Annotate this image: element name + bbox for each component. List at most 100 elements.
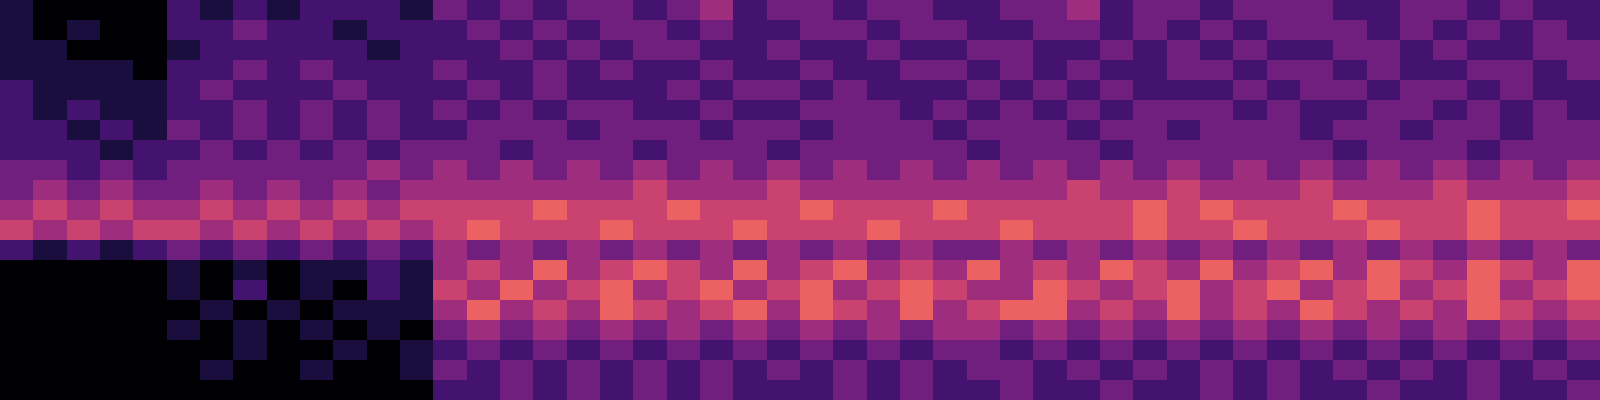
cell [33,380,67,400]
cell [333,280,367,301]
cell [867,100,901,121]
cell [1433,320,1467,341]
cell [1467,200,1501,221]
cell [967,220,1001,241]
cell [1367,0,1401,21]
cell [1267,20,1301,41]
cell [0,20,34,41]
cell [567,20,601,41]
cell [267,140,301,161]
cell [467,40,501,61]
cell [100,0,134,21]
cell [1200,180,1234,201]
cell [533,340,567,361]
cell [1100,120,1134,141]
cell [800,40,834,61]
cell [800,360,834,381]
cell [1367,40,1401,61]
cell [867,160,901,181]
cell [1067,360,1101,381]
cell [533,260,567,281]
cell [900,300,934,321]
cell [233,360,267,381]
cell [1200,40,1234,61]
cell [567,240,601,261]
cell [233,320,267,341]
cell [733,300,767,321]
cell [300,20,334,41]
cell [967,160,1001,181]
cell [133,60,167,81]
cell [267,340,301,361]
cell [1333,0,1367,21]
cell [1467,80,1501,101]
cell [667,80,701,101]
cell [0,160,34,181]
cell [1567,160,1600,181]
cell [267,60,301,81]
cell [1300,340,1334,361]
cell [200,320,234,341]
cell [1233,140,1267,161]
cell [767,100,801,121]
cell [633,280,667,301]
cell [1033,40,1067,61]
cell [267,200,301,221]
cell [800,220,834,241]
cell [400,260,434,281]
cell [467,200,501,221]
cell [333,40,367,61]
cell [867,140,901,161]
cell [0,120,34,141]
cell [1500,60,1534,81]
cell [1333,300,1367,321]
cell [833,180,867,201]
cell [300,320,334,341]
cell [567,100,601,121]
cell [500,280,534,301]
cell [100,120,134,141]
cell [1000,80,1034,101]
cell [267,300,301,321]
cell [333,140,367,161]
cell [1000,60,1034,81]
cell [1367,380,1401,400]
cell [667,200,701,221]
cell [500,120,534,141]
cell [867,260,901,281]
cell [1567,260,1600,281]
cell [833,240,867,261]
cell [633,80,667,101]
cell [1067,200,1101,221]
cell [1400,380,1434,400]
cell [1500,260,1534,281]
cell [1567,100,1600,121]
cell [1133,200,1167,221]
cell [667,120,701,141]
cell [1200,240,1234,261]
cell [900,380,934,400]
cell [833,300,867,321]
cell [1000,380,1034,400]
cell [233,180,267,201]
cell [533,40,567,61]
cell [233,200,267,221]
cell [1467,180,1501,201]
cell [1367,360,1401,381]
cell [33,320,67,341]
cell [433,340,467,361]
cell [300,340,334,361]
cell [1533,220,1567,241]
cell [1167,40,1201,61]
cell [1567,140,1600,161]
cell [300,260,334,281]
cell [467,240,501,261]
cell [1500,120,1534,141]
cell [500,160,534,181]
cell [300,180,334,201]
cell [267,280,301,301]
cell [167,80,201,101]
cell [100,40,134,61]
cell [200,200,234,221]
cell [1433,100,1467,121]
